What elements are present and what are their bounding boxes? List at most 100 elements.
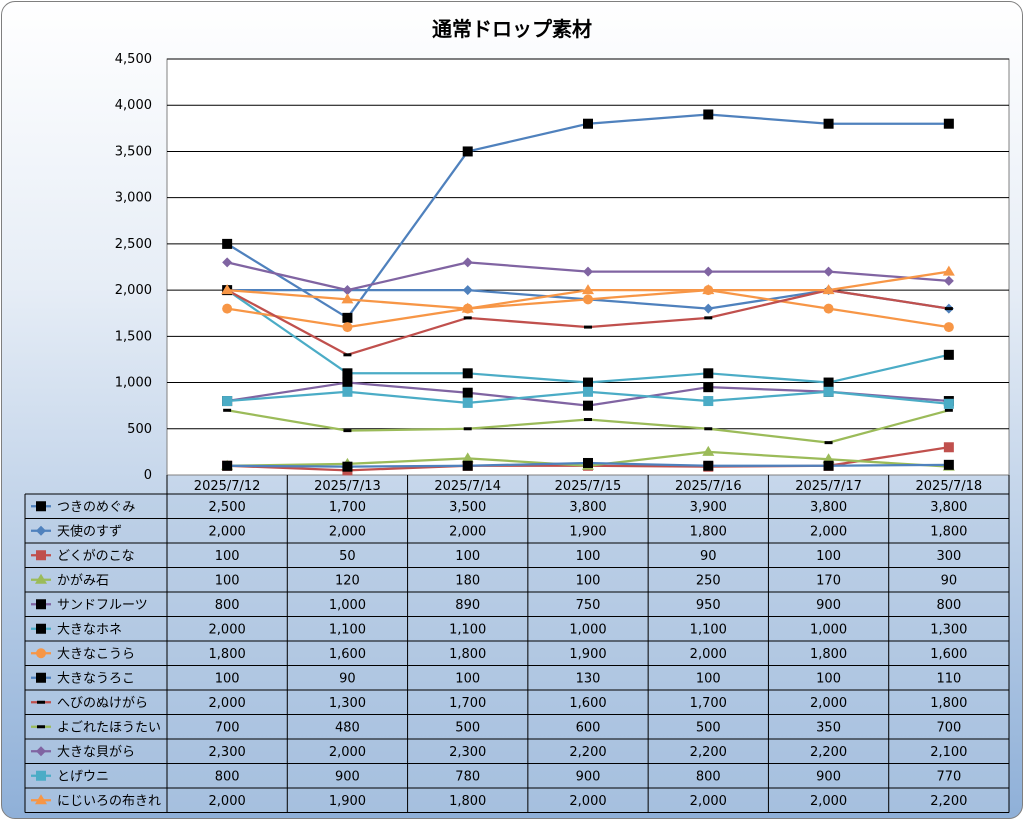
data-point (342, 285, 353, 296)
data-point (221, 284, 234, 295)
data-label: 800 (936, 598, 961, 613)
data-label: 100 (455, 549, 480, 564)
data-point (462, 257, 473, 268)
data-label: 3,500 (449, 500, 486, 515)
data-point (822, 284, 835, 295)
data-label: 100 (696, 671, 721, 686)
data-label: 900 (335, 769, 360, 784)
data-point (36, 623, 46, 634)
data-label: 120 (335, 573, 360, 588)
x-category-label: 2025/7/18 (916, 479, 983, 494)
x-category-label: 2025/7/12 (194, 479, 261, 494)
data-label: 3,800 (810, 500, 847, 515)
series (222, 386, 954, 409)
data-label: 90 (700, 549, 717, 564)
data-point (704, 427, 713, 431)
data-label: 500 (696, 720, 721, 735)
data-label: 900 (816, 598, 841, 613)
data-label: 1,800 (449, 647, 486, 662)
data-label: 90 (339, 671, 356, 686)
data-point (222, 460, 233, 471)
series (222, 457, 954, 472)
data-point (342, 322, 353, 333)
data-point (583, 457, 593, 468)
data-point (36, 746, 46, 757)
gridlines (167, 58, 1009, 430)
series-name: かがみ石 (57, 573, 109, 588)
data-label: 2,000 (329, 524, 366, 539)
data-label: 600 (576, 720, 601, 735)
data-point (583, 294, 593, 305)
data-point (583, 266, 593, 277)
data-label: 100 (455, 671, 480, 686)
data-label: 900 (816, 769, 841, 784)
data-label: 780 (455, 769, 480, 784)
data-label: 1,600 (329, 647, 366, 662)
data-point (823, 460, 834, 471)
data-label: 180 (455, 573, 480, 588)
data-label: 300 (936, 549, 961, 564)
data-point (703, 368, 714, 379)
data-label: 1,600 (569, 696, 606, 711)
data-point (583, 118, 593, 129)
data-point (943, 442, 954, 453)
data-label: 1,800 (209, 647, 246, 662)
data-point (583, 400, 593, 411)
data-point (703, 382, 714, 393)
data-label: 2,000 (329, 745, 366, 760)
data-label: 1,900 (569, 524, 606, 539)
data-point (343, 353, 352, 357)
chart-title: 通常ドロップ素材 (432, 17, 592, 41)
series-layer (221, 109, 955, 476)
series (221, 265, 955, 313)
data-point (703, 109, 714, 120)
data-label: 170 (816, 573, 841, 588)
data-point (944, 307, 953, 311)
data-label: 1,800 (810, 647, 847, 662)
data-point (702, 445, 715, 456)
data-label: 350 (816, 720, 841, 735)
data-point (36, 648, 46, 659)
y-tick-label: 4,500 (115, 52, 152, 67)
y-tick-label: 1,000 (115, 376, 152, 391)
data-point (342, 312, 353, 323)
series-name: サンドフルーツ (57, 598, 148, 613)
data-label: 1,300 (930, 622, 967, 637)
data-label: 700 (215, 720, 240, 735)
data-label: 700 (936, 720, 961, 735)
series-name: とげウニ (57, 769, 109, 784)
data-point (462, 397, 473, 408)
data-point (463, 316, 472, 320)
data-label: 2,000 (690, 647, 727, 662)
series-name: つきのめぐみ (57, 500, 135, 515)
series-name: へびのぬけがら (57, 696, 148, 711)
data-label: 770 (936, 769, 961, 784)
data-point (222, 303, 233, 314)
data-point (342, 377, 353, 388)
data-point (703, 266, 714, 277)
data-label: 2,000 (810, 794, 847, 809)
data-label: 1,800 (449, 794, 486, 809)
series-name: どくがのこな (57, 549, 135, 564)
data-label: 100 (215, 549, 240, 564)
data-point (582, 284, 594, 295)
data-point (461, 302, 474, 313)
data-label: 100 (215, 671, 240, 686)
data-label: 2,000 (209, 622, 246, 637)
data-label: 1,700 (690, 696, 727, 711)
data-point (943, 118, 954, 129)
data-point (702, 284, 715, 295)
data-label: 500 (455, 720, 480, 735)
data-point (584, 418, 592, 422)
data-label: 1,000 (569, 622, 606, 637)
data-label: 3,900 (690, 500, 727, 515)
data-point (37, 700, 45, 704)
data-point (342, 368, 353, 379)
data-point (343, 429, 352, 433)
x-category-label: 2025/7/15 (555, 479, 622, 494)
data-label: 2,000 (449, 524, 486, 539)
data-label: 1,800 (690, 524, 727, 539)
data-point (35, 573, 47, 584)
data-label: 1,000 (329, 598, 366, 613)
